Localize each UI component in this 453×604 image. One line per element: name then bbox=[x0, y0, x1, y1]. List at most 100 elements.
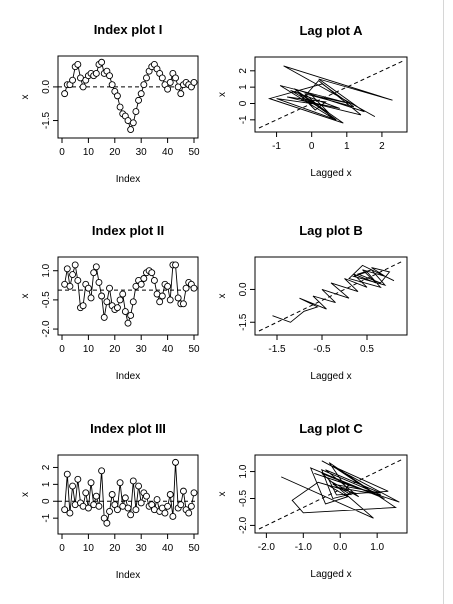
data-point bbox=[135, 96, 143, 104]
panel-3: Index plot II 0 10 20 30 40 50 -2.0 -0.5 1.0 Index… bbox=[20, 223, 200, 382]
data-point bbox=[63, 265, 71, 273]
data-point bbox=[106, 507, 113, 515]
chart-title: Index plot I bbox=[94, 22, 163, 37]
data-point bbox=[158, 74, 166, 82]
data-point bbox=[90, 269, 98, 277]
y-tick-label: -0.5 bbox=[41, 291, 52, 309]
data-point bbox=[79, 302, 87, 310]
x-tick-label: 50 bbox=[188, 344, 200, 355]
data-point bbox=[185, 509, 193, 517]
y-axis-label: x bbox=[217, 492, 228, 497]
data-layer bbox=[58, 458, 198, 527]
x-tick-label: 10 bbox=[83, 344, 95, 355]
data-point bbox=[116, 296, 124, 304]
x-tick-label: 30 bbox=[136, 543, 148, 554]
data-point bbox=[92, 492, 100, 500]
data-point bbox=[172, 458, 179, 466]
x-tick-label: 0 bbox=[59, 543, 65, 554]
data-point bbox=[116, 479, 124, 487]
y-axis-label: x bbox=[20, 492, 31, 497]
x-tick-label: 10 bbox=[83, 543, 95, 554]
chart-title: Index plot II bbox=[92, 223, 164, 238]
data-point bbox=[148, 269, 156, 277]
data-point bbox=[61, 90, 69, 98]
y-tick-label: 0 bbox=[238, 100, 249, 106]
data-point bbox=[190, 489, 198, 497]
y-tick-label: 1.0 bbox=[41, 263, 52, 277]
data-layer bbox=[258, 260, 404, 332]
data-point bbox=[87, 479, 95, 487]
x-tick-label: 50 bbox=[188, 147, 200, 158]
data-point bbox=[172, 261, 179, 269]
x-tick-label: 0 bbox=[59, 344, 65, 355]
data-point bbox=[140, 81, 148, 89]
reference-line bbox=[258, 260, 404, 332]
x-tick-label: 20 bbox=[109, 543, 121, 554]
data-point bbox=[143, 74, 150, 82]
data-point bbox=[150, 276, 158, 284]
x-tick-label: 40 bbox=[162, 344, 174, 355]
data-layer bbox=[258, 458, 404, 530]
x-tick-label: -1 bbox=[272, 141, 281, 152]
x-axis-label: Lagged x bbox=[310, 569, 351, 580]
chart-title: Lag plot B bbox=[299, 223, 363, 238]
panel-2: Lag plot A -1 0 1 2 -1 0 1 2 Lagged x x bbox=[217, 23, 408, 179]
y-tick-label: 0 bbox=[41, 498, 52, 504]
data-point bbox=[166, 491, 174, 498]
data-point bbox=[66, 509, 74, 517]
y-axis-label: x bbox=[20, 95, 31, 100]
data-point bbox=[119, 290, 127, 298]
data-point bbox=[137, 499, 145, 507]
data-point bbox=[127, 311, 135, 319]
chart-title: Lag plot A bbox=[299, 23, 363, 38]
x-tick-label: 20 bbox=[109, 344, 121, 355]
y-axis-label: x bbox=[20, 294, 31, 299]
y-tick-label: 2 bbox=[41, 464, 52, 470]
data-point bbox=[92, 263, 100, 271]
data-point bbox=[127, 511, 135, 519]
series-line bbox=[272, 264, 395, 323]
data-point bbox=[106, 72, 113, 80]
data-point bbox=[84, 284, 92, 292]
data-point bbox=[108, 81, 116, 89]
data-point bbox=[177, 501, 185, 509]
panel-5: Index plot III 0 10 20 30 40 50 -1 0 1 2 Index x bbox=[20, 421, 200, 581]
data-point bbox=[177, 90, 185, 98]
data-point bbox=[127, 126, 135, 133]
data-layer bbox=[258, 60, 404, 129]
x-axis-label: Index bbox=[116, 174, 140, 185]
x-axis-label: Index bbox=[116, 371, 140, 382]
y-tick-label: -1 bbox=[41, 513, 52, 522]
data-point bbox=[82, 489, 90, 497]
x-tick-label: 40 bbox=[162, 147, 174, 158]
x-tick-label: 0 bbox=[59, 147, 65, 158]
figure-grid: Index plot I0 10 20 30 40 50-1.50.0IndexxLag … bbox=[20, 22, 408, 581]
panel-1: Index plot I 0 10 20 30 40 50 -1.5 0.0 Index x bbox=[20, 22, 200, 185]
data-point bbox=[113, 506, 121, 514]
x-tick-label: 1 bbox=[344, 141, 350, 152]
data-point bbox=[132, 108, 140, 116]
y-tick-label: -1 bbox=[238, 115, 249, 124]
y-tick-label: 1 bbox=[41, 481, 52, 487]
x-axis-label: Index bbox=[116, 570, 140, 581]
data-point bbox=[63, 470, 71, 478]
data-point bbox=[124, 504, 132, 512]
data-point bbox=[103, 298, 111, 306]
data-point bbox=[161, 509, 169, 517]
x-axis-label: Lagged x bbox=[310, 168, 351, 179]
data-point bbox=[190, 78, 198, 86]
data-point bbox=[129, 477, 137, 485]
data-point bbox=[98, 58, 106, 66]
x-tick-label: 10 bbox=[83, 147, 95, 158]
data-point bbox=[69, 482, 77, 490]
data-point bbox=[187, 502, 195, 510]
data-point bbox=[95, 278, 103, 286]
y-tick-label: -2.0 bbox=[238, 516, 249, 534]
x-tick-label: 2 bbox=[379, 141, 385, 152]
y-tick-label: -0.5 bbox=[238, 489, 249, 507]
data-point bbox=[66, 282, 74, 290]
data-point bbox=[190, 284, 198, 292]
y-tick-label: 1 bbox=[238, 84, 249, 90]
data-point bbox=[143, 492, 150, 500]
data-layer bbox=[58, 261, 198, 327]
